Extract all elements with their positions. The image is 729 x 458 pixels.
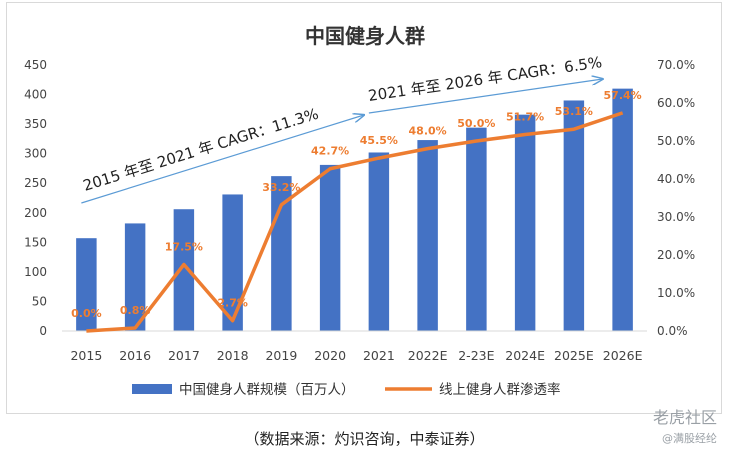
y-left-tick-label: 0: [39, 324, 47, 338]
chart-frame: 中国健身人群 0 50 100 150 200 250 300 350 400 450 0.0% 10.…: [6, 2, 722, 414]
bar: [124, 223, 146, 331]
y-left-tick-label: 250: [24, 176, 47, 190]
cagr-arrow-1: [81, 115, 364, 204]
penetration-line: [86, 111, 624, 333]
line-data-label: 50.0%: [457, 117, 495, 130]
watermark-handle: @满股经纶: [662, 432, 717, 445]
x-tick-label: 2018: [217, 348, 249, 363]
bar: [612, 88, 633, 332]
bar: [368, 152, 390, 331]
bar: [319, 164, 341, 331]
x-tick-label: 2022E: [408, 348, 448, 363]
y-left-tick-label: 50: [32, 294, 47, 308]
y-left-tick-label: 100: [24, 265, 47, 279]
line-data-label: 0.0%: [71, 307, 102, 320]
x-tick-label: 2020: [314, 348, 346, 363]
y-right-tick-label: 50.0%: [657, 134, 695, 148]
source-caption: （数据来源：灼识咨询，中泰证券）: [244, 430, 485, 448]
line-data-label: 53.1%: [555, 105, 593, 118]
bar: [417, 140, 438, 331]
x-tick-label: 2-23E: [458, 348, 494, 363]
line-data-label: 51.7%: [506, 111, 544, 124]
bar: [466, 127, 487, 331]
y-right-tick-label: 20.0%: [657, 248, 695, 262]
y-right-tick-label: 60.0%: [657, 96, 695, 110]
y-left-tick-label: 450: [24, 58, 47, 72]
x-tick-label: 2015: [70, 348, 102, 363]
cagr-arrow-2: [368, 79, 603, 114]
line-data-label: 42.7%: [311, 145, 349, 158]
line-data-label: 45.5%: [360, 134, 398, 147]
y-left-tick-label: 150: [24, 235, 47, 249]
x-tick-label: 2025E: [554, 348, 594, 363]
x-tick-label: 2021: [363, 348, 395, 363]
y-right-tick-label: 30.0%: [657, 210, 695, 224]
legend-line-label: 线上健身人群渗透率: [439, 381, 561, 398]
chart-title: 中国健身人群: [305, 24, 425, 48]
y-left-tick-label: 200: [24, 206, 47, 220]
line-data-label: 0.8%: [120, 304, 151, 317]
y-right-tick-label: 0.0%: [657, 324, 688, 338]
y-left-tick-label: 400: [24, 88, 47, 102]
line-data-label: 33.2%: [262, 181, 300, 194]
bar: [563, 100, 585, 331]
y-right-tick-label: 40.0%: [657, 172, 695, 186]
x-tick-label: 2026E: [603, 348, 643, 363]
x-tick-label: 2017: [168, 348, 200, 363]
chart-svg: 中国健身人群 0 50 100 150 200 250 300 350 400 450 0.0% 10.…: [24, 24, 695, 398]
line-data-label: 2.7%: [217, 297, 248, 310]
bar: [514, 114, 536, 331]
bar: [173, 209, 195, 331]
y-left-tick-label: 350: [24, 117, 47, 131]
line-data-label: 57.4%: [604, 89, 642, 102]
line-data-label: 48.0%: [409, 125, 447, 138]
y-right-tick-label: 10.0%: [657, 286, 695, 300]
y-right-tick-label: 70.0%: [657, 58, 695, 72]
watermark-brand: 老虎社区: [652, 408, 717, 427]
bar: [76, 238, 97, 331]
bar: [222, 194, 243, 331]
x-tick-label: 2019: [265, 348, 297, 363]
line-data-label: 17.5%: [165, 241, 203, 254]
x-tick-label: 2016: [119, 348, 151, 363]
legend-bar-swatch: [132, 384, 172, 394]
legend-bar-label: 中国健身人群规模（百万人）: [179, 382, 355, 398]
x-tick-label: 2024E: [505, 348, 545, 363]
y-left-tick-label: 300: [24, 147, 47, 161]
cagr-label-2021-2026: 2021 年至 2026 年 CAGR：6.5%: [367, 53, 603, 105]
